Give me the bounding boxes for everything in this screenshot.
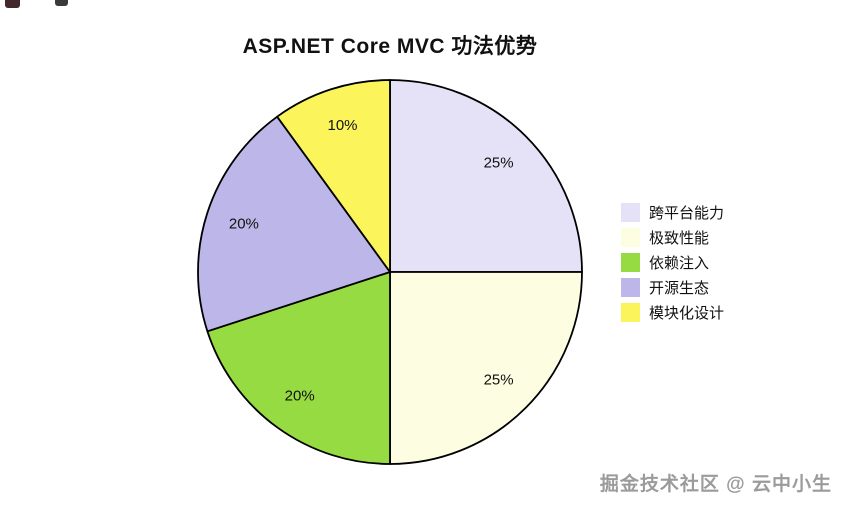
legend-swatch-4 (621, 303, 640, 322)
legend-label-1: 极致性能 (649, 230, 710, 247)
legend-swatch-0 (621, 203, 640, 222)
chart-title: ASP.NET Core MVC 功法优势 (242, 35, 538, 58)
pie-percent-label-1: 25% (484, 372, 514, 389)
pie-slice-0 (389, 79, 583, 273)
legend-swatch-1 (621, 228, 640, 247)
legend-label-0: 跨平台能力 (649, 205, 725, 222)
cropped-corner-artifact-2 (55, 0, 68, 6)
legend-swatch-3 (621, 278, 640, 297)
pie-percent-label-2: 20% (285, 387, 315, 404)
legend-item-0: 跨平台能力 (621, 203, 724, 222)
legend-swatch-2 (621, 253, 640, 272)
legend-label-2: 依赖注入 (649, 255, 710, 272)
legend-item-4: 模块化设计 (621, 303, 724, 322)
legend-item-3: 开源生态 (621, 278, 724, 297)
legend: 跨平台能力极致性能依赖注入开源生态模块化设计 (621, 203, 724, 322)
pie-slice-3 (197, 115, 391, 333)
legend-item-1: 极致性能 (621, 228, 724, 247)
pie-percent-label-4: 10% (327, 117, 357, 134)
legend-label-4: 模块化设计 (649, 305, 725, 322)
pie-percent-label-0: 25% (484, 154, 514, 171)
legend-item-2: 依赖注入 (621, 253, 724, 272)
pie-slice-4 (276, 79, 391, 273)
pie-slice-2 (206, 271, 391, 465)
legend-label-3: 开源生态 (649, 280, 710, 297)
watermark-text: 掘金技术社区 @ 云中小生 (599, 474, 832, 495)
pie-slice-1 (389, 271, 583, 465)
pie-percent-label-3: 20% (229, 215, 259, 232)
cropped-corner-artifact (5, 0, 20, 8)
